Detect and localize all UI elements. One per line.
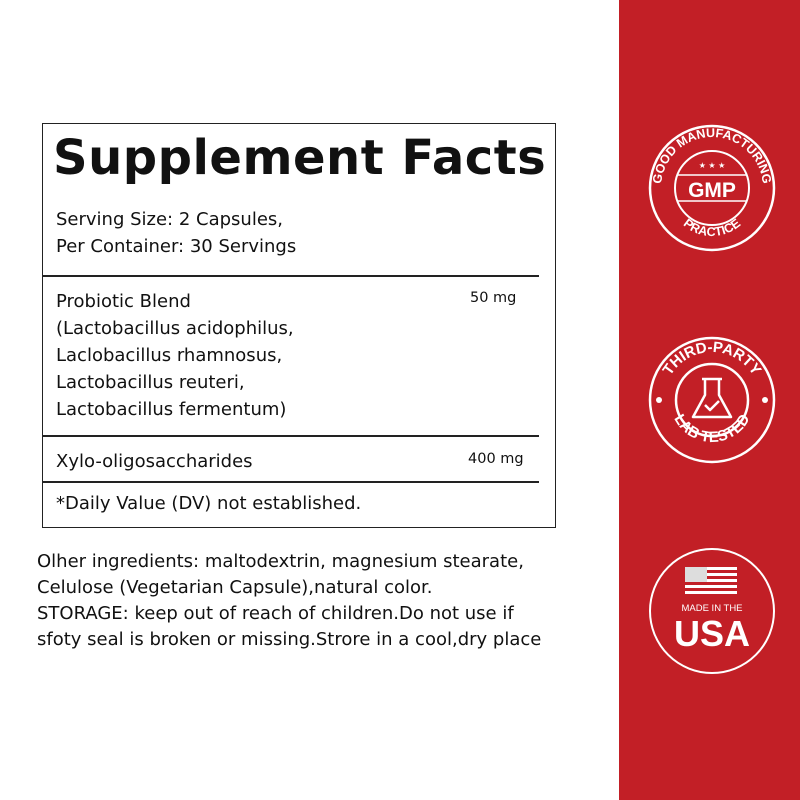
ingredient-amount: 400 mg xyxy=(468,451,524,467)
divider xyxy=(43,275,539,277)
ingredient-name: Probiotic Blend (Lactobacillus acidophil… xyxy=(56,291,294,420)
svg-text:PRACTICE: PRACTICE xyxy=(681,216,743,239)
svg-text:MADE IN THE: MADE IN THE xyxy=(681,603,742,614)
made-in-usa-badge: MADE IN THE USA xyxy=(649,548,775,674)
servings-per-container: Per Container: 30 Servings xyxy=(56,236,297,257)
serving-size: Serving Size: 2 Capsules, xyxy=(56,209,284,230)
flask-check-icon xyxy=(691,377,733,419)
gmp-badge: GOOD MANUFACTURING PRACTICE ★ ★ ★ GMP xyxy=(648,124,776,252)
us-flag-icon xyxy=(685,567,737,597)
svg-text:USA: USA xyxy=(674,613,750,654)
divider xyxy=(43,435,539,437)
ingredient-amount: 50 mg xyxy=(470,290,517,306)
stars-icon: ★ ★ ★ xyxy=(699,161,726,170)
divider xyxy=(43,481,539,483)
facts-title: Supplement Facts xyxy=(53,130,547,186)
daily-value-footnote: *Daily Value (DV) not established. xyxy=(56,493,362,514)
supplement-facts-panel: Supplement Facts Serving Size: 2 Capsule… xyxy=(42,123,556,528)
ingredient-name: Xylo-oligosaccharides xyxy=(56,451,253,472)
svg-text:GMP: GMP xyxy=(688,179,736,202)
third-party-lab-tested-badge: THIRD-PARTY LAB TESTED xyxy=(648,336,776,464)
svg-text:THIRD-PARTY: THIRD-PARTY xyxy=(660,339,765,378)
svg-text:GOOD MANUFACTURING: GOOD MANUFACTURING xyxy=(650,126,774,185)
other-ingredients-storage: Olher ingredients: maltodextrin, magnesi… xyxy=(37,551,542,650)
